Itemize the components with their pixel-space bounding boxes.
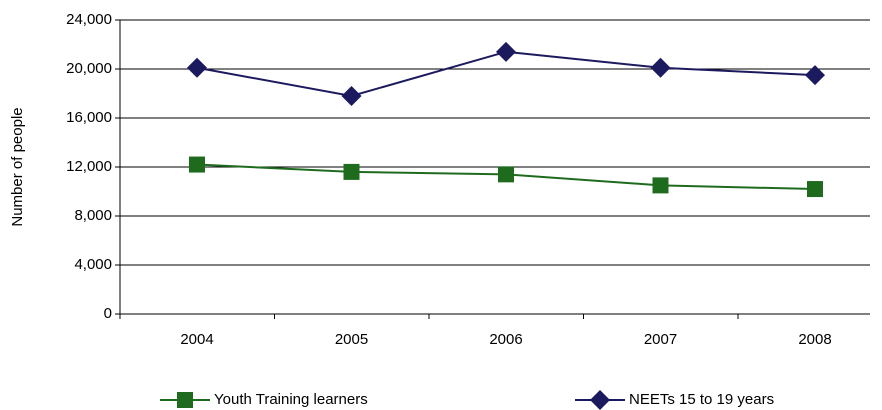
x-tick-label: 2004: [180, 331, 213, 348]
legend-marker: [177, 392, 193, 408]
point: [189, 156, 205, 173]
y-tick-label: 12,000: [66, 158, 112, 175]
legend-label: Youth Training learners: [214, 391, 368, 408]
point: [652, 177, 669, 194]
y-tick-label: 16,000: [66, 109, 112, 126]
x-tick-label: 2008: [798, 331, 831, 348]
point: [805, 65, 825, 86]
point: [498, 166, 514, 183]
y-tick-label: 4,000: [74, 256, 112, 273]
y-tick-label: 20,000: [66, 60, 112, 77]
point: [650, 57, 671, 78]
legend-marker: [590, 390, 610, 410]
point: [341, 85, 362, 106]
point: [343, 163, 360, 180]
y-tick-label: 8,000: [74, 207, 112, 224]
y-tick-label: 0: [104, 305, 112, 322]
x-tick-label: 2006: [489, 331, 522, 348]
legend-label: NEETs 15 to 19 years: [629, 391, 774, 408]
point: [807, 181, 823, 198]
y-axis-label: Number of people: [9, 107, 26, 226]
point: [187, 57, 207, 78]
x-tick-label: 2007: [644, 331, 677, 348]
point: [496, 41, 516, 62]
y-tick-label: 24,000: [66, 11, 112, 28]
x-tick-label: 2005: [335, 331, 368, 348]
